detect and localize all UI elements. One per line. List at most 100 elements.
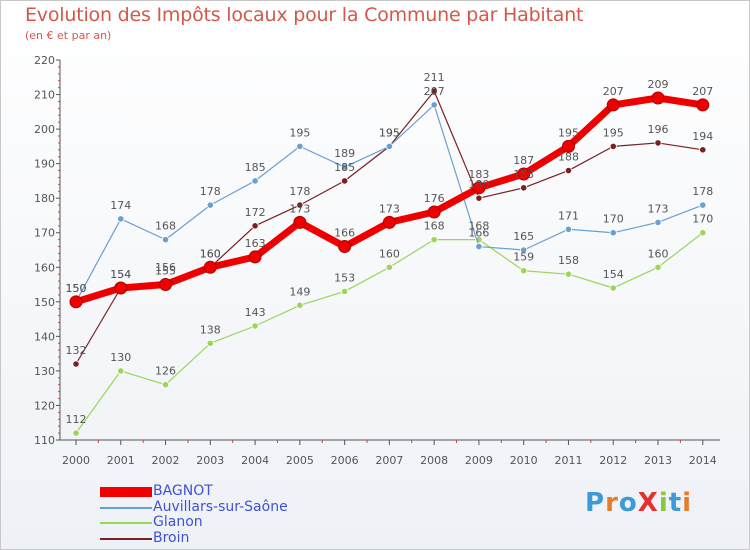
data-point xyxy=(338,240,352,254)
x-tick-label: 2010 xyxy=(510,454,538,467)
data-label: 178 xyxy=(289,185,310,198)
data-label: 171 xyxy=(558,209,579,222)
data-point xyxy=(564,166,573,175)
data-point xyxy=(609,284,617,292)
data-label: 207 xyxy=(692,85,713,98)
logo-letter: t xyxy=(668,488,683,518)
data-label: 160 xyxy=(648,247,669,260)
data-label: 174 xyxy=(110,199,131,212)
legend-swatch xyxy=(100,522,152,524)
series-bagnot xyxy=(69,91,710,309)
y-tick-label: 200 xyxy=(34,123,55,136)
data-point xyxy=(520,184,528,192)
data-point xyxy=(430,236,438,244)
data-label: 195 xyxy=(603,126,624,139)
data-label: 168 xyxy=(424,220,445,233)
y-tick-label: 150 xyxy=(34,296,55,309)
data-label: 155 xyxy=(155,265,176,278)
x-tick-label: 2012 xyxy=(599,454,627,467)
x-tick-label: 2006 xyxy=(331,454,359,467)
data-label: 160 xyxy=(379,247,400,260)
data-label: 195 xyxy=(289,126,310,139)
data-point xyxy=(517,167,531,181)
data-point xyxy=(251,322,259,330)
data-point xyxy=(520,246,528,254)
data-point xyxy=(117,367,125,375)
data-point xyxy=(341,163,349,171)
data-point xyxy=(341,177,349,185)
data-label: 149 xyxy=(289,285,310,298)
proxiti-logo: ProXiti xyxy=(585,488,692,518)
data-point xyxy=(161,236,170,244)
data-point xyxy=(296,201,304,209)
data-point xyxy=(203,260,217,274)
chart-axes xyxy=(56,59,720,445)
data-label: 185 xyxy=(245,161,266,174)
data-label: 178 xyxy=(692,185,713,198)
data-point xyxy=(472,181,486,195)
data-label: 160 xyxy=(200,247,221,260)
data-point xyxy=(606,98,620,112)
data-label: 196 xyxy=(648,123,669,136)
x-tick-label: 2005 xyxy=(286,454,314,467)
data-label: 166 xyxy=(334,227,355,240)
data-point xyxy=(427,205,441,219)
data-point xyxy=(341,287,349,296)
logo-letter: r xyxy=(605,488,619,518)
data-label: 176 xyxy=(424,192,445,205)
data-label: 207 xyxy=(603,85,624,98)
data-label: 154 xyxy=(603,268,624,281)
data-label: 183 xyxy=(468,168,489,181)
data-point xyxy=(699,229,707,237)
series-layer xyxy=(69,87,710,437)
data-point xyxy=(654,218,662,226)
data-point xyxy=(561,139,575,153)
x-tick-label: 2008 xyxy=(420,454,448,467)
data-point xyxy=(385,142,393,150)
data-label: 163 xyxy=(245,237,266,250)
data-point xyxy=(430,101,438,109)
x-tick-label: 2003 xyxy=(196,454,224,467)
data-point xyxy=(609,142,617,150)
data-point xyxy=(293,215,307,229)
series-glanon xyxy=(72,229,707,437)
data-label: 187 xyxy=(513,154,534,167)
y-tick-label: 170 xyxy=(34,227,55,240)
legend-label: Broin xyxy=(153,529,190,546)
data-label: 170 xyxy=(603,213,624,226)
data-point xyxy=(475,242,483,251)
data-label: 194 xyxy=(692,130,713,143)
y-tick-label: 160 xyxy=(34,261,55,274)
data-point xyxy=(159,278,173,292)
y-tick-label: 220 xyxy=(34,54,55,67)
data-label: 173 xyxy=(379,202,400,215)
data-point xyxy=(654,263,662,271)
data-point xyxy=(251,222,259,230)
data-label: 183 xyxy=(513,168,534,181)
data-point xyxy=(296,301,304,309)
x-tick-label: 2014 xyxy=(689,454,717,467)
data-label: 207 xyxy=(424,85,445,98)
y-tick-label: 190 xyxy=(34,158,55,171)
data-point xyxy=(651,91,665,105)
x-tick-label: 2007 xyxy=(375,454,403,467)
data-label: 195 xyxy=(379,126,400,139)
data-label: 211 xyxy=(424,71,445,84)
data-label: 173 xyxy=(648,202,669,215)
y-tick-label: 210 xyxy=(34,89,55,102)
y-tick-label: 180 xyxy=(34,192,55,205)
data-label: 166 xyxy=(468,227,489,240)
y-tick-label: 110 xyxy=(34,434,55,447)
chart-subtitle: (en € et par an) xyxy=(25,29,112,42)
data-point xyxy=(69,295,83,309)
data-label: 130 xyxy=(110,351,131,364)
legend-swatch xyxy=(100,537,152,540)
data-point xyxy=(161,381,170,389)
data-label: 170 xyxy=(692,213,713,226)
data-point xyxy=(385,263,393,271)
data-label: 178 xyxy=(200,185,221,198)
logo-letter: i xyxy=(658,488,669,518)
y-tick-label: 120 xyxy=(34,399,55,412)
logo-letter: i xyxy=(682,488,693,518)
